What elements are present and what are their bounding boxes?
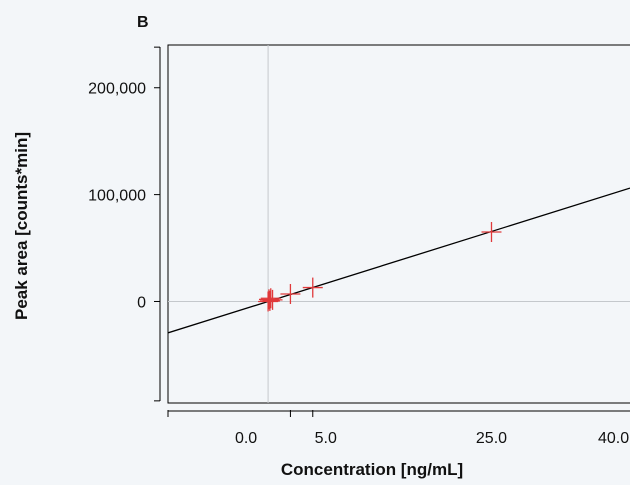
x-tick-label: 0.0	[235, 430, 257, 447]
y-tick-label: 0	[137, 294, 146, 311]
regression-line-group	[168, 187, 630, 334]
x-tick-label: 40.0	[598, 430, 629, 447]
panel-label: B	[137, 14, 149, 31]
data-point	[280, 283, 301, 304]
y-axis-title: Peak area [counts*min]	[12, 132, 31, 320]
data-point	[302, 277, 323, 298]
x-tick-label: 25.0	[476, 430, 507, 447]
plot-frame	[167, 44, 630, 404]
data-point	[262, 289, 283, 310]
y-axis: 0 100,000 200,000	[88, 46, 161, 402]
x-axis-title: Concentration [ng/mL]	[281, 460, 463, 479]
data-point	[481, 222, 502, 243]
data-point	[260, 288, 281, 309]
plot-border	[167, 44, 630, 404]
reference-lines	[168, 45, 630, 403]
regression-line	[168, 187, 630, 334]
x-axis: 0.0 5.0 25.0 40.0	[167, 410, 630, 447]
y-tick-label: 100,000	[88, 188, 146, 205]
y-tick-label: 200,000	[88, 81, 146, 98]
data-point	[259, 290, 280, 311]
x-tick-label: 5.0	[315, 430, 337, 447]
data-points	[258, 222, 502, 312]
